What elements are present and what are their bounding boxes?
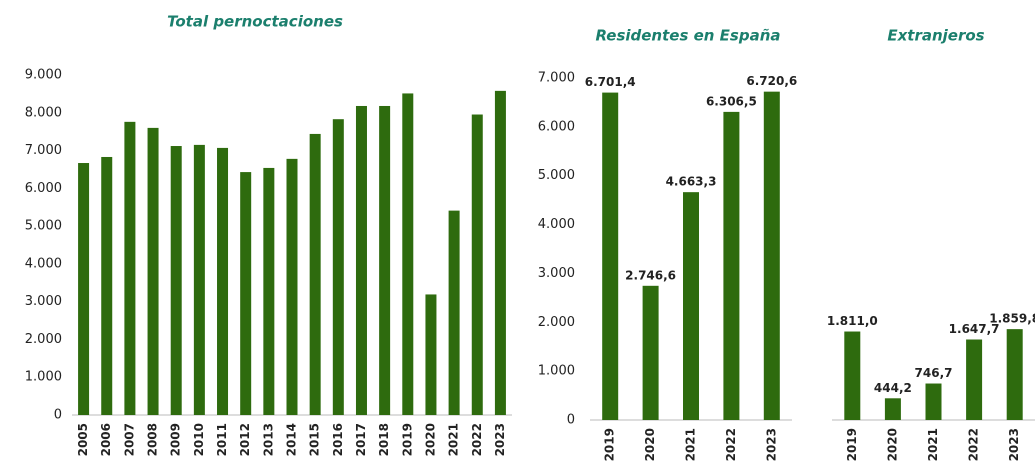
bar: [332, 119, 344, 415]
x-tick-label: 2019: [845, 428, 859, 461]
y-tick-label: 7.000: [538, 71, 575, 86]
bar: [966, 339, 983, 420]
bar: [170, 146, 182, 415]
y-tick-label: 1.000: [25, 370, 62, 385]
chart-title: Residentes en España: [595, 27, 780, 45]
x-tick-label: 2020: [885, 428, 899, 461]
y-tick-label: 0: [567, 413, 575, 428]
y-tick-label: 3.000: [538, 266, 575, 281]
y-tick-label: 6.000: [538, 119, 575, 134]
y-tick-label: 4.000: [538, 217, 575, 232]
bar: [844, 331, 861, 420]
bar: [147, 127, 159, 415]
x-tick-label: 2019: [400, 423, 414, 456]
x-tick-label: 2016: [331, 423, 345, 456]
bar: [402, 93, 414, 416]
bar: [683, 192, 699, 420]
x-tick-label: 2021: [684, 428, 698, 461]
y-tick-label: 7.000: [25, 143, 62, 158]
data-label: 2.746,6: [625, 268, 676, 282]
bar: [642, 285, 659, 420]
x-tick-label: 2011: [215, 423, 229, 456]
x-tick-label: 2014: [285, 423, 299, 456]
y-tick-label: 6.000: [25, 181, 62, 196]
x-tick-label: 2007: [122, 423, 136, 456]
y-tick-label: 2.000: [538, 315, 575, 330]
data-label: 6.306,5: [706, 94, 757, 108]
y-tick-label: 8.000: [25, 105, 62, 120]
data-label: 1.859,8: [989, 312, 1035, 326]
data-label: 6.720,6: [746, 74, 797, 88]
y-tick-label: 2.000: [25, 332, 62, 347]
bar: [494, 90, 506, 415]
data-label: 4.663,3: [666, 175, 717, 189]
data-label: 746,7: [915, 366, 953, 380]
bar: [193, 144, 205, 415]
x-tick-label: 2010: [192, 423, 206, 456]
x-tick-label: 2005: [76, 423, 90, 456]
data-label: 1.647,7: [949, 322, 1000, 336]
y-tick-label: 3.000: [25, 294, 62, 309]
bar: [1006, 329, 1023, 420]
x-tick-label: 2020: [423, 423, 437, 456]
x-tick-label: 2022: [724, 428, 738, 461]
x-tick-label: 2019: [603, 428, 617, 461]
x-tick-label: 2023: [764, 428, 778, 461]
y-tick-label: 4.000: [25, 256, 62, 271]
x-tick-label: 2017: [354, 423, 368, 456]
bar: [309, 133, 321, 415]
x-tick-label: 2023: [493, 423, 507, 456]
x-tick-label: 2021: [926, 428, 940, 461]
bar: [723, 111, 740, 420]
bar: [217, 147, 229, 415]
y-tick-label: 9.000: [25, 68, 62, 83]
bar: [124, 121, 136, 415]
data-label: 444,2: [874, 381, 912, 395]
bar: [602, 92, 619, 420]
x-tick-label: 2020: [643, 428, 657, 461]
x-tick-label: 2006: [99, 423, 113, 456]
x-tick-label: 2009: [169, 423, 183, 456]
y-tick-label: 0: [54, 408, 62, 423]
x-tick-label: 2023: [1007, 428, 1021, 461]
x-tick-label: 2021: [447, 423, 461, 456]
bar: [101, 156, 113, 415]
bar: [286, 158, 298, 415]
chart-title: Extranjeros: [887, 27, 984, 45]
data-label: 6.701,4: [585, 75, 636, 89]
chart-title: Total pernoctaciones: [167, 13, 343, 31]
bar: [379, 105, 391, 415]
x-tick-label: 2022: [967, 428, 981, 461]
bar: [448, 210, 460, 415]
bar: [240, 172, 252, 415]
x-tick-label: 2012: [238, 423, 252, 456]
y-tick-label: 1.000: [538, 364, 575, 379]
bar: [425, 294, 437, 415]
y-tick-label: 5.000: [538, 168, 575, 183]
x-tick-label: 2008: [146, 423, 160, 456]
x-tick-label: 2015: [308, 423, 322, 456]
x-tick-label: 2022: [470, 423, 484, 456]
bar: [925, 383, 942, 420]
bar: [263, 167, 275, 415]
x-tick-label: 2013: [261, 423, 275, 456]
y-tick-label: 5.000: [25, 219, 62, 234]
bar: [763, 91, 780, 420]
bar: [884, 398, 901, 420]
x-tick-label: 2018: [377, 423, 391, 456]
bar: [78, 163, 90, 415]
bar: [471, 114, 483, 415]
data-label: 1.811,0: [827, 314, 878, 328]
bar: [355, 105, 367, 415]
